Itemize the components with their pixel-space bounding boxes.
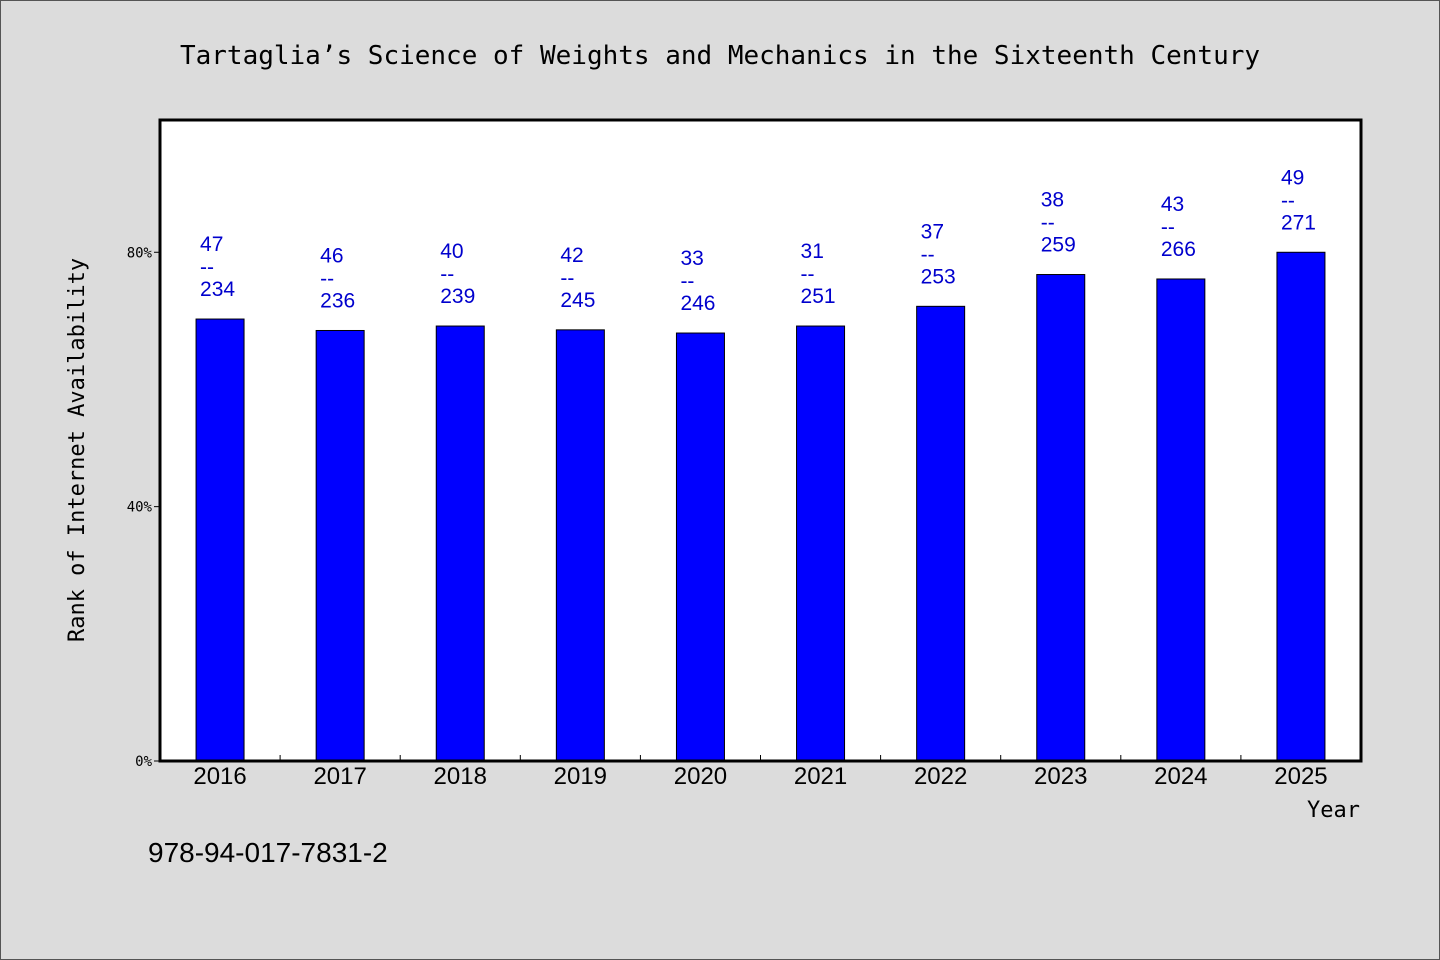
x-tick-label-2017: 2017 (313, 763, 366, 790)
bar-2023 (1036, 274, 1086, 762)
chart-title: Tartaglia’s Science of Weights and Mecha… (180, 41, 1260, 71)
bar-2021 (796, 325, 846, 762)
data-label-2025-top: 49 (1281, 166, 1304, 189)
y-axis: 0% 40% 80% (127, 245, 160, 770)
data-label-2018-sep: -- (440, 263, 454, 286)
data-label-2023-top: 38 (1041, 189, 1064, 212)
bar-2024 (1156, 278, 1206, 762)
bar-2022 (916, 305, 966, 762)
data-label-2018-top: 40 (440, 240, 463, 263)
data-label-2023-bottom: 259 (1041, 234, 1076, 257)
data-label-2020-sep: -- (680, 270, 694, 293)
y-tick-label-40%: 40% (127, 500, 153, 516)
data-label-2019-bottom: 245 (560, 289, 595, 312)
bar-2019 (555, 329, 605, 762)
x-tick-label-2025: 2025 (1274, 763, 1327, 790)
data-label-2016-top: 47 (200, 233, 223, 256)
plot-border (158, 118, 1363, 763)
data-label-2024-top: 43 (1161, 193, 1184, 216)
data-label-2022-bottom: 253 (921, 265, 956, 288)
data-label-2019-sep: -- (560, 267, 574, 290)
data-label-2022-top: 37 (921, 220, 944, 243)
x-tick-label-2024: 2024 (1154, 763, 1207, 790)
y-tick-label-80%: 80% (127, 245, 153, 261)
x-tick-label-2022: 2022 (914, 763, 967, 790)
x-tick-label-2023: 2023 (1034, 763, 1087, 790)
data-label-2016-bottom: 234 (200, 278, 235, 301)
x-tick-label-2019: 2019 (554, 763, 607, 790)
data-label-2018-bottom: 239 (440, 285, 475, 308)
x-tick-label-2020: 2020 (674, 763, 727, 790)
data-label-2021-bottom: 251 (801, 285, 836, 308)
bar-2018 (435, 325, 485, 762)
data-label-2025-sep: -- (1281, 189, 1295, 212)
data-label-2017-sep: -- (320, 267, 334, 290)
data-label-2021-sep: -- (801, 263, 815, 286)
bars-group (195, 251, 1326, 762)
x-axis-label: Year (1307, 798, 1360, 823)
isbn-text: 978-94-017-7831-2 (148, 837, 388, 868)
bar-2020 (675, 332, 725, 762)
data-label-2023-sep: -- (1041, 212, 1055, 235)
data-labels-group: 47--23446--23640--23942--24533--24631--2… (200, 166, 1316, 315)
bar-2025 (1276, 251, 1326, 762)
bar-2016 (195, 318, 245, 762)
data-label-2016-sep: -- (200, 256, 214, 279)
data-label-2017-bottom: 236 (320, 289, 355, 312)
data-label-2020-bottom: 246 (680, 292, 715, 315)
data-label-2021-top: 31 (801, 240, 824, 263)
data-label-2017-top: 46 (320, 244, 343, 267)
y-axis-label: Rank of Internet Availability (65, 258, 90, 642)
bar-2017 (315, 329, 365, 762)
data-label-2024-bottom: 266 (1161, 238, 1196, 261)
data-label-2025-bottom: 271 (1281, 211, 1316, 234)
y-tick-label-0%: 0% (135, 754, 152, 770)
data-label-2022-sep: -- (921, 243, 935, 266)
x-tick-label-2016: 2016 (193, 763, 246, 790)
x-tick-label-2021: 2021 (794, 763, 847, 790)
data-label-2020-top: 33 (680, 247, 703, 270)
data-label-2024-sep: -- (1161, 216, 1175, 239)
x-tick-label-2018: 2018 (434, 763, 487, 790)
data-label-2019-top: 42 (560, 244, 583, 267)
